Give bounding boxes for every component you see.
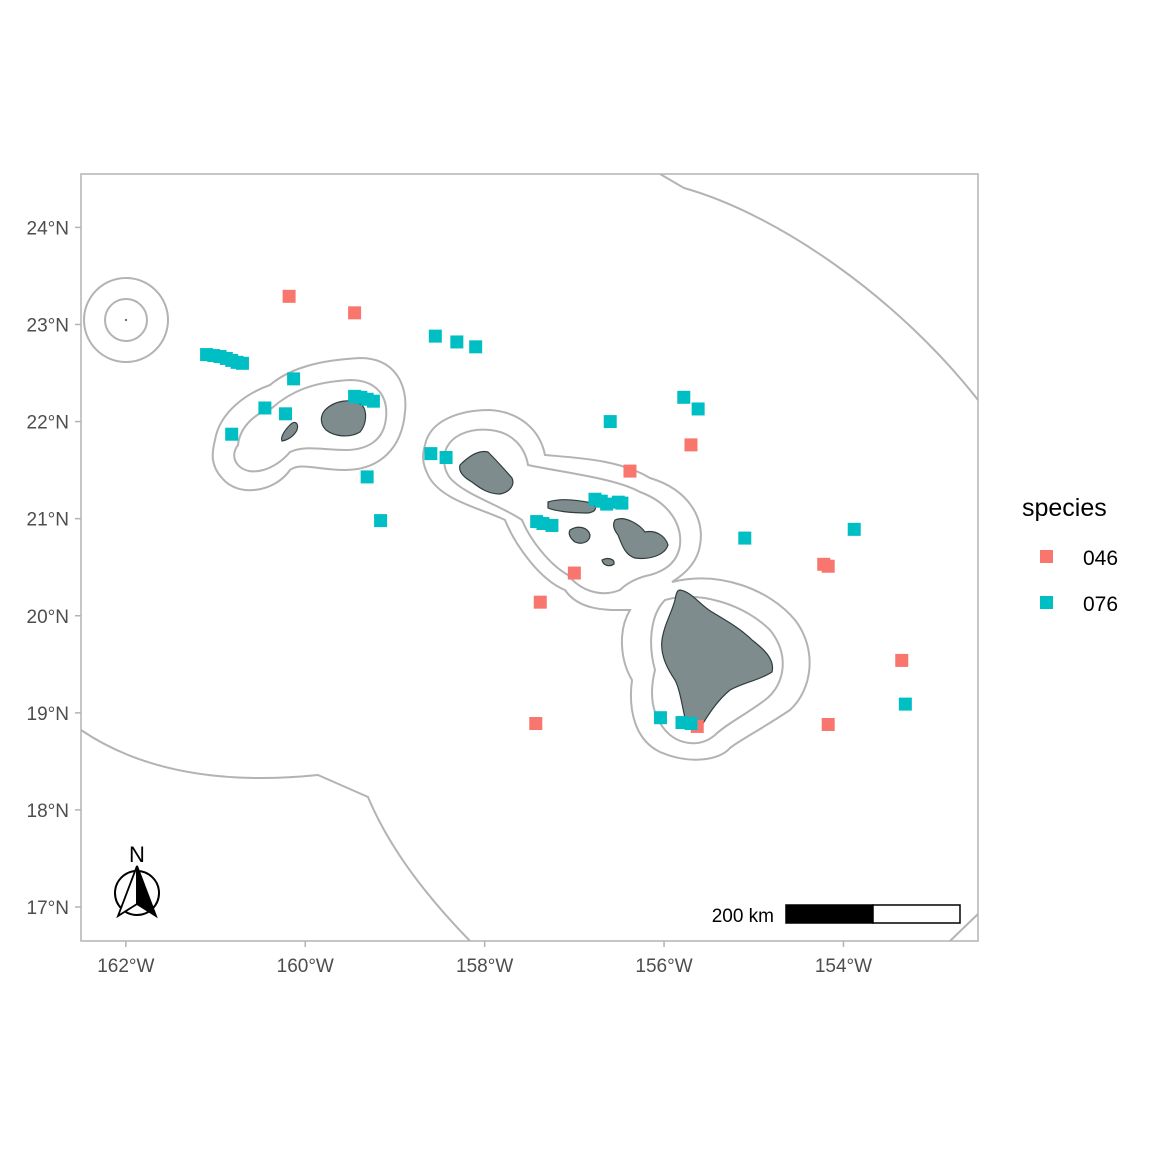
observation-point-076 bbox=[469, 340, 483, 354]
observation-point-076 bbox=[439, 450, 453, 464]
legend-key bbox=[1040, 596, 1053, 609]
observation-point-076 bbox=[428, 329, 442, 343]
nihoa-island bbox=[125, 319, 127, 321]
oahu-island bbox=[459, 450, 514, 495]
observation-point-046 bbox=[684, 438, 698, 452]
niihau-island bbox=[280, 421, 299, 442]
observation-point-076 bbox=[287, 372, 301, 386]
observation-point-076 bbox=[653, 711, 667, 725]
observation-point-076 bbox=[366, 394, 380, 408]
scale-bar-label: 200 km bbox=[712, 906, 774, 927]
legend: species 046 076 bbox=[1022, 494, 1118, 616]
observation-point-076 bbox=[258, 401, 272, 415]
legend-label: 076 bbox=[1083, 593, 1118, 616]
observation-point-076 bbox=[603, 415, 617, 429]
buffer-ring-inner bbox=[233, 378, 388, 473]
north-arrow-label: N bbox=[129, 842, 145, 867]
observation-point-076 bbox=[677, 390, 691, 404]
y-tick-label: 22°N bbox=[27, 413, 69, 434]
maui-island bbox=[612, 518, 669, 560]
y-tick-label: 23°N bbox=[27, 315, 69, 336]
observation-point-076 bbox=[235, 356, 249, 370]
eez-boundary-line bbox=[949, 913, 978, 941]
observation-point-076 bbox=[615, 496, 629, 510]
north-arrow: N bbox=[114, 842, 160, 919]
buffer-ring-inner bbox=[650, 595, 784, 745]
map-panel-border bbox=[80, 173, 979, 942]
observation-point-076 bbox=[847, 522, 861, 536]
y-tick-label: 18°N bbox=[27, 801, 69, 822]
observation-point-046 bbox=[623, 464, 637, 478]
legend-entry-076: 076 bbox=[1040, 593, 1118, 616]
observation-point-046 bbox=[282, 289, 296, 303]
x-tick-label: 154°W bbox=[815, 956, 872, 977]
buffer-ring-inner bbox=[443, 428, 682, 595]
observation-point-046 bbox=[895, 653, 909, 667]
observation-point-076 bbox=[898, 697, 912, 711]
observation-point-076 bbox=[360, 470, 374, 484]
y-tick-label: 21°N bbox=[27, 510, 69, 531]
map-panel-background bbox=[81, 174, 978, 941]
basemap-layer bbox=[81, 174, 978, 941]
legend-key bbox=[1040, 550, 1053, 563]
observation-point-076 bbox=[600, 497, 614, 511]
eez-boundary-line bbox=[659, 174, 978, 401]
x-tick-label: 160°W bbox=[277, 956, 334, 977]
x-tick-label: 158°W bbox=[456, 956, 513, 977]
x-tick-label: 156°W bbox=[635, 956, 692, 977]
scale-bar: 200 km bbox=[712, 904, 961, 927]
observation-point-076 bbox=[450, 335, 464, 349]
buffer-ring-outer bbox=[211, 356, 407, 492]
buffer-ring-outer bbox=[422, 408, 811, 761]
legend-label: 046 bbox=[1083, 547, 1118, 570]
observation-point-076 bbox=[684, 717, 698, 731]
kahoolawe-island bbox=[601, 558, 615, 567]
observation-point-046 bbox=[529, 717, 543, 731]
eez-boundary-line bbox=[81, 729, 471, 941]
buffer-ring-outer bbox=[83, 277, 169, 363]
y-tick-label: 24°N bbox=[27, 218, 69, 239]
observation-point-076 bbox=[424, 447, 438, 461]
observation-point-076 bbox=[279, 407, 293, 421]
observation-point-046 bbox=[821, 717, 835, 731]
observation-point-046 bbox=[567, 566, 581, 580]
observation-point-076 bbox=[691, 402, 705, 416]
observation-points bbox=[200, 289, 912, 733]
legend-entry-046: 046 bbox=[1040, 547, 1118, 570]
observation-point-046 bbox=[533, 595, 547, 609]
observation-point-046 bbox=[348, 306, 362, 320]
map-axes: 162°W 160°W 158°W 156°W 154°W 17°N 18°N 19°N 20°… bbox=[27, 218, 873, 977]
observation-point-076 bbox=[738, 531, 752, 545]
observation-point-076 bbox=[374, 514, 388, 528]
lanai-island bbox=[568, 526, 591, 544]
molokai-island bbox=[547, 499, 597, 514]
y-tick-label: 20°N bbox=[27, 607, 69, 628]
observation-point-046 bbox=[821, 559, 835, 573]
legend-title: species bbox=[1022, 494, 1107, 522]
x-tick-label: 162°W bbox=[97, 956, 154, 977]
observation-point-076 bbox=[225, 427, 239, 441]
y-tick-label: 17°N bbox=[27, 898, 69, 919]
observation-point-076 bbox=[545, 518, 559, 532]
y-tick-label: 19°N bbox=[27, 704, 69, 725]
buffer-ring-inner bbox=[104, 298, 148, 342]
